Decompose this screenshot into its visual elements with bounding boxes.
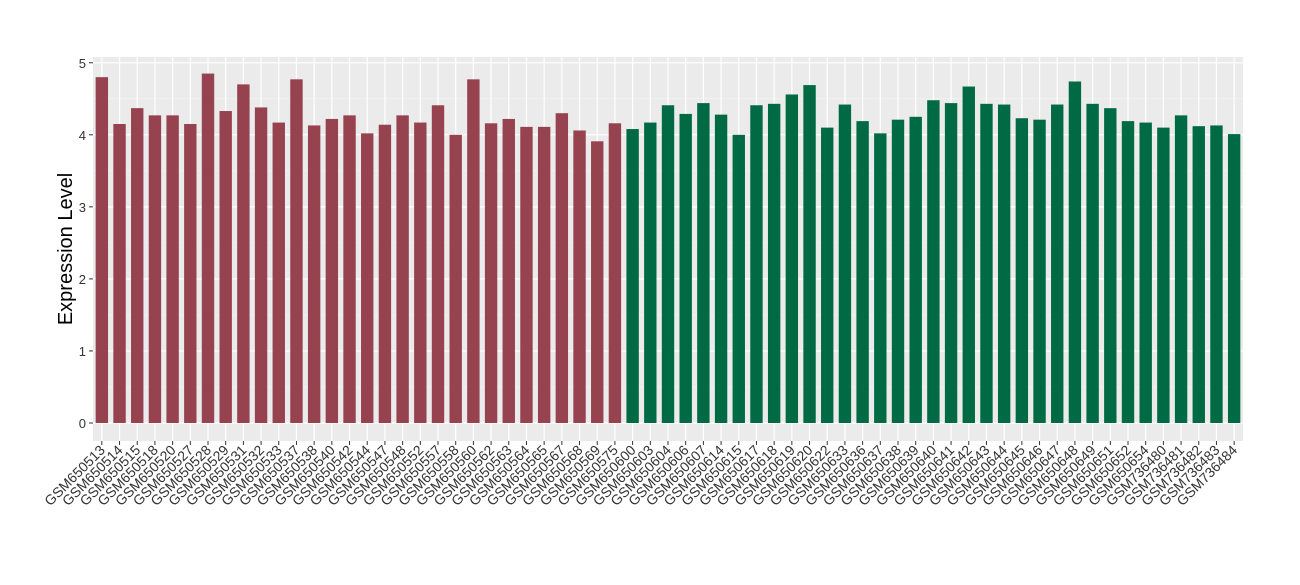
bar <box>732 134 745 423</box>
bar <box>1227 134 1241 423</box>
bar <box>396 115 409 423</box>
y-axis-title: Expression Level <box>55 173 77 325</box>
bar <box>290 79 303 423</box>
bar <box>821 127 834 423</box>
bar <box>361 133 374 423</box>
bar <box>1086 103 1099 423</box>
bar <box>414 122 427 423</box>
bar <box>272 122 285 423</box>
y-tick-label: 1 <box>79 344 86 359</box>
bar <box>237 84 250 423</box>
bar <box>343 115 356 423</box>
bar <box>520 126 533 423</box>
bar <box>1210 125 1223 423</box>
bar <box>591 141 604 423</box>
bar <box>502 118 515 423</box>
bar <box>838 104 852 423</box>
bar <box>997 104 1011 423</box>
y-tick-label: 0 <box>79 416 86 431</box>
bar <box>856 121 869 423</box>
bar <box>767 103 781 423</box>
bar <box>679 113 692 423</box>
bar <box>626 129 639 423</box>
bar <box>1174 115 1188 423</box>
bar <box>962 86 975 423</box>
bar <box>661 105 675 423</box>
bar <box>95 77 109 423</box>
bar <box>219 111 232 423</box>
bar <box>1139 122 1152 423</box>
bar <box>131 108 144 423</box>
bar <box>944 103 958 423</box>
bar <box>1051 104 1064 423</box>
bar <box>184 124 197 423</box>
bar <box>891 119 905 423</box>
bar <box>537 126 551 423</box>
bar <box>803 85 816 423</box>
bar <box>325 118 339 423</box>
bar <box>608 123 622 423</box>
bar <box>644 122 657 423</box>
bar <box>1015 118 1029 423</box>
y-tick-label: 4 <box>79 128 86 143</box>
bar <box>927 100 940 423</box>
bar <box>467 79 480 423</box>
bar <box>714 114 728 423</box>
bar <box>697 103 710 423</box>
bar <box>750 105 763 423</box>
y-tick-label: 2 <box>79 272 86 287</box>
bar <box>1068 81 1082 423</box>
bar <box>449 134 462 423</box>
bar <box>201 73 215 423</box>
bar <box>166 115 179 423</box>
bar <box>113 124 126 423</box>
bar <box>785 94 799 423</box>
bar <box>1157 127 1170 423</box>
bar <box>1104 108 1117 423</box>
y-tick-label: 5 <box>79 56 86 71</box>
bar <box>378 124 392 423</box>
bar <box>980 103 993 423</box>
bar <box>1033 119 1046 423</box>
bar <box>307 125 321 423</box>
bar <box>909 116 922 423</box>
bar <box>555 113 569 423</box>
bar <box>484 123 498 423</box>
bar <box>431 105 445 423</box>
bar <box>254 107 268 423</box>
bar <box>1192 126 1205 423</box>
y-tick-label: 3 <box>79 200 86 215</box>
bar <box>148 115 162 423</box>
bar <box>874 133 887 423</box>
bar <box>1121 121 1135 423</box>
bar <box>573 130 586 423</box>
